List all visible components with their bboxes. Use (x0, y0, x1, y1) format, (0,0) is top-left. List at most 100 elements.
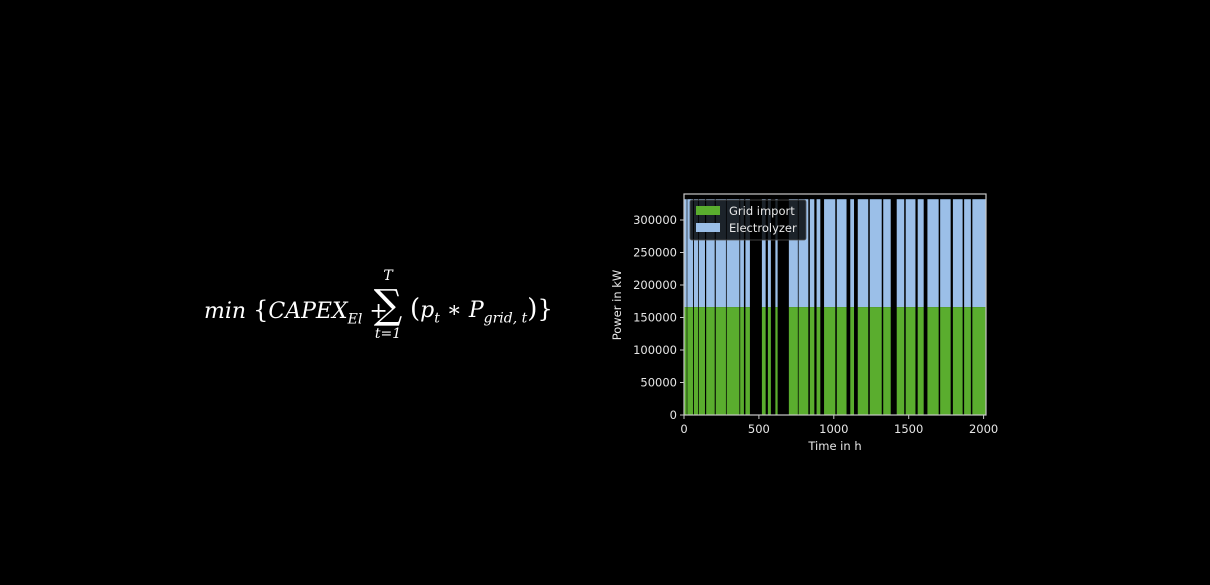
grid-import-bar (767, 307, 771, 415)
y-tick-label: 150000 (633, 311, 677, 325)
grid-import-bar (684, 307, 687, 415)
electrolyzer-bar (816, 199, 821, 308)
electrolyzer-bar (788, 199, 798, 308)
grid-import-bar (905, 307, 916, 415)
electrolyzer-bar (972, 199, 986, 308)
electrolyzer-bar (964, 199, 971, 308)
open-brace: { (253, 296, 269, 324)
electrolyzer-bar (687, 199, 693, 308)
y-tick-label: 0 (670, 408, 677, 422)
x-axis: 0 500 1000 1500 2000 (680, 415, 998, 436)
times-sign: ∗ (446, 298, 462, 323)
grid-import-bar (687, 307, 693, 415)
sum-symbol: ∑ (373, 282, 403, 328)
grid-import-bar (869, 307, 882, 415)
grid-power-subscript: grid, t (483, 310, 528, 327)
x-tick-label: 500 (748, 422, 770, 436)
electrolyzer-bar (775, 199, 778, 308)
electrolyzer-bar (809, 199, 815, 308)
close-brace: } (537, 295, 553, 323)
sum-upper-limit: T (383, 268, 393, 284)
electrolyzer-bar (927, 199, 939, 308)
formula-left: min {CAPEXEl + (204, 296, 388, 327)
power-chart: 0 500 1000 1500 2000 0 50000 100000 150000 20000… (610, 193, 998, 453)
y-tick-label: 100000 (633, 343, 677, 357)
electrolyzer-bar (896, 199, 905, 308)
price-subscript: t (434, 310, 440, 327)
x-tick-label: 1500 (894, 422, 923, 436)
electrolyzer-bar (740, 199, 744, 308)
electrolyzer-bar (761, 199, 766, 308)
x-axis-label: Time in h (807, 439, 861, 453)
legend-swatch-grid-import (696, 206, 720, 215)
x-tick-label: 0 (680, 422, 687, 436)
legend-label-grid-import: Grid import (729, 204, 795, 218)
grid-import-bar (952, 307, 963, 415)
grid-import-bar (857, 307, 869, 415)
grid-import-bar (917, 307, 924, 415)
grid-import-series (684, 307, 986, 415)
plus-sign: + (369, 299, 388, 324)
min-operator: min (204, 299, 247, 324)
electrolyzer-bar (857, 199, 869, 308)
grid-import-bar (693, 307, 699, 415)
grid-import-bar (698, 307, 705, 415)
capex-subscript: El (347, 311, 363, 328)
y-axis-label: Power in kW (610, 270, 624, 341)
legend: Grid import Electrolyzer (689, 199, 807, 241)
formula-right: (pt ∗ Pgrid, t)} (410, 294, 553, 326)
electrolyzer-bar (706, 199, 715, 308)
grid-import-bar (883, 307, 891, 415)
electrolyzer-bar (883, 199, 891, 308)
y-tick-label: 50000 (640, 376, 677, 390)
electrolyzer-bar (905, 199, 916, 308)
grid-import-bar (761, 307, 766, 415)
electrolyzer-bar (767, 199, 771, 308)
grid-import-bar (809, 307, 815, 415)
plot-frame (683, 193, 987, 416)
grid-import-bar (726, 307, 740, 415)
electrolyzer-bar (850, 199, 855, 308)
grid-import-bar (850, 307, 855, 415)
grid-import-bar (745, 307, 750, 415)
open-paren: ( (410, 294, 421, 324)
grid-import-bar (788, 307, 798, 415)
grid-import-bar (836, 307, 847, 415)
x-tick-label: 2000 (969, 422, 998, 436)
y-tick-label: 250000 (633, 246, 677, 260)
electrolyzer-bar (869, 199, 882, 308)
price-term: p (420, 298, 435, 323)
electrolyzer-bar (684, 199, 687, 308)
electrolyzer-bar (940, 199, 951, 308)
y-tick-label: 300000 (633, 213, 677, 227)
y-tick-label: 200000 (633, 278, 677, 292)
grid-import-bar (927, 307, 939, 415)
summation: T ∑ t=1 (370, 268, 406, 342)
y-axis: 0 50000 100000 150000 200000 250000 300000 (633, 213, 684, 422)
legend-label-electrolyzer: Electrolyzer (729, 221, 797, 235)
electrolyzer-bar (917, 199, 924, 308)
grid-import-bar (775, 307, 778, 415)
grid-import-bar (715, 307, 726, 415)
objective-formula: min {CAPEXEl + T ∑ t=1 (pt ∗ Pgrid, t)} (204, 268, 553, 358)
grid-import-bar (816, 307, 821, 415)
grid-import-bar (940, 307, 951, 415)
electrolyzer-bar (693, 199, 699, 308)
grid-import-bar (798, 307, 809, 415)
grid-import-bar (972, 307, 986, 415)
electrolyzer-bar (798, 199, 809, 308)
electrolyzer-bar (715, 199, 726, 308)
legend-swatch-electrolyzer (696, 223, 720, 232)
electrolyzer-bar (836, 199, 847, 308)
x-tick-label: 1000 (819, 422, 848, 436)
grid-import-bar (706, 307, 715, 415)
capex-term: CAPEX (268, 299, 348, 324)
close-paren: ) (527, 294, 538, 324)
electrolyzer-bar (952, 199, 963, 308)
grid-import-bar (824, 307, 836, 415)
grid-import-bar (740, 307, 744, 415)
electrolyzer-bar (824, 199, 836, 308)
electrolyzer-bar (745, 199, 750, 308)
electrolyzer-bar (698, 199, 705, 308)
grid-power-term: P (468, 298, 484, 323)
